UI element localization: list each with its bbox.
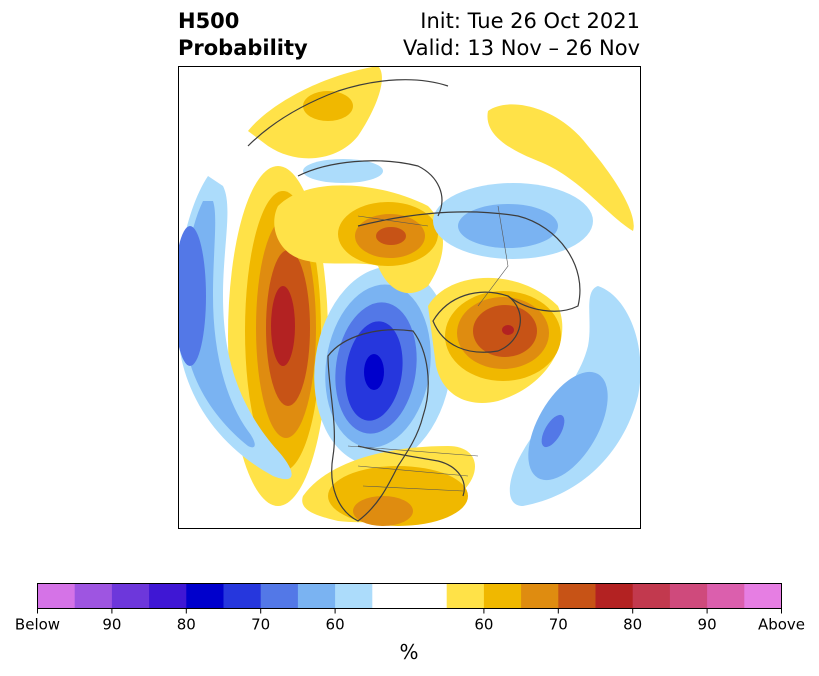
colorbar-swatch	[744, 583, 782, 609]
colorbar-swatch	[335, 583, 373, 609]
colorbar-swatch	[632, 583, 671, 609]
anomaly-above-top	[248, 66, 382, 159]
colorbar-swatch	[149, 583, 187, 609]
colorbar-swatch	[483, 583, 522, 609]
colorbar-swatch	[409, 583, 448, 609]
anomaly-below-atlantic	[509, 286, 641, 506]
title-block-left: H500 Probability	[178, 8, 308, 62]
colorbar-swatch	[595, 583, 634, 609]
colorbar-ticks: Below 90 80 70 60 60 70 80 90 Above	[15, 608, 805, 634]
colorbar-swatch	[558, 583, 596, 609]
probability-map	[178, 66, 641, 529]
colorbar-tick-label: 70	[251, 616, 270, 634]
colorbar: Below 90 80 70 60 60 70 80 90 Above %	[15, 583, 805, 664]
anomaly-below-eurasia	[433, 183, 593, 259]
colorbar-tick-label: Above	[758, 616, 805, 634]
colorbar-swatch	[446, 583, 485, 609]
anomaly-below-central-asia	[303, 159, 383, 183]
title-product: Probability	[178, 36, 308, 60]
colorbar-tick-label: 60	[326, 616, 345, 634]
colorbar-swatch	[37, 583, 76, 609]
colorbar-swatch	[297, 583, 336, 609]
colorbar-tick-label: 90	[102, 616, 121, 634]
colorbar-tick-label: 80	[177, 616, 196, 634]
anomaly-above-greenland	[428, 277, 563, 403]
colorbar-unit-label: %	[399, 640, 418, 664]
anomaly-below-east-asia	[178, 176, 292, 480]
init-date: Init: Tue 26 Oct 2021	[420, 9, 640, 33]
anomaly-below-canada	[314, 266, 452, 466]
colorbar-tick-label: Below	[15, 616, 60, 634]
colorbar-frame	[37, 583, 782, 609]
anomaly-above-siberia	[274, 185, 443, 294]
title-block-right: Init: Tue 26 Oct 2021 Valid: 13 Nov – 26…	[403, 8, 640, 62]
colorbar-swatch	[521, 583, 559, 609]
colorbar-swatch	[707, 583, 745, 609]
colorbar-swatch	[186, 583, 224, 609]
valid-period: Valid: 13 Nov – 26 Nov	[403, 36, 640, 60]
political-boundaries	[347, 205, 509, 492]
anomaly-above-scandinavia	[487, 104, 634, 231]
colorbar-swatch	[669, 583, 708, 609]
colorbar-swatches	[37, 583, 782, 609]
colorbar-tick-label: 60	[474, 616, 493, 634]
title-variable: H500	[178, 9, 240, 33]
coastlines	[247, 79, 581, 522]
map-frame	[178, 66, 641, 529]
colorbar-swatch	[372, 583, 410, 609]
colorbar-swatch	[260, 583, 299, 609]
colorbar-swatch	[111, 583, 150, 609]
colorbar-tick-label: 80	[623, 616, 642, 634]
colorbar-tick-label: 70	[549, 616, 568, 634]
colorbar-swatch	[74, 583, 113, 609]
colorbar-tick-label: 90	[698, 616, 717, 634]
colorbar-swatch	[223, 583, 262, 609]
